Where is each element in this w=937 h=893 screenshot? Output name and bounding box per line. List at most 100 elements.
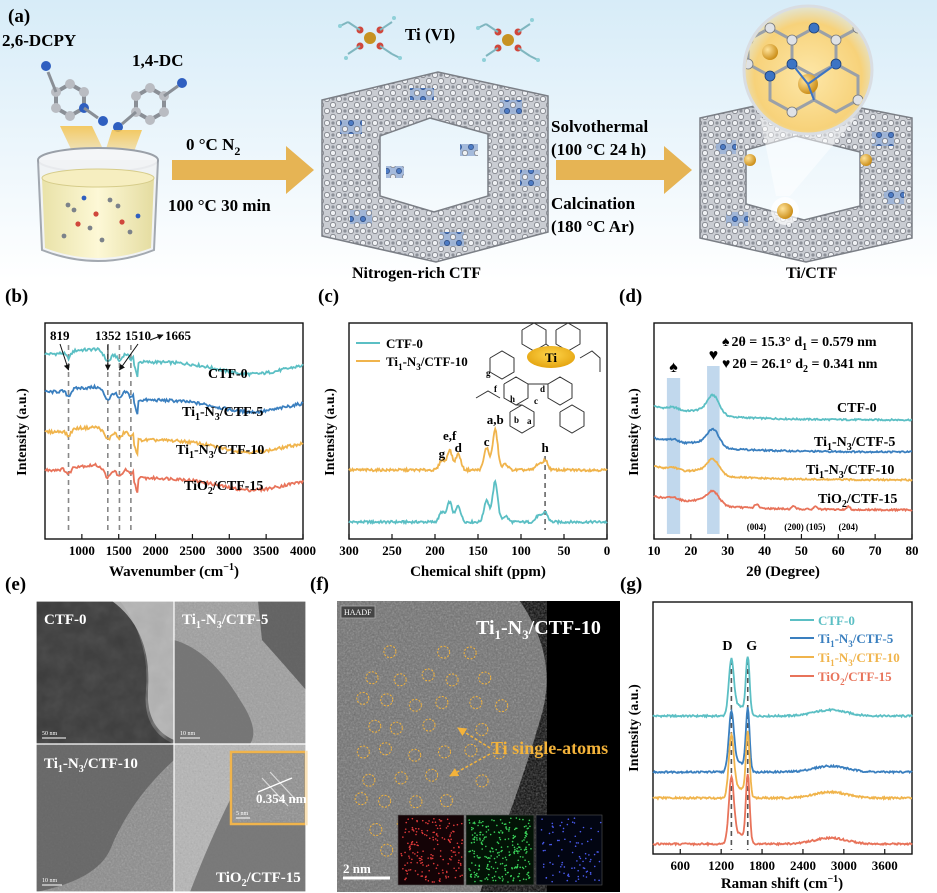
panel-d-spade-marker: ♠ — [669, 359, 678, 376]
eds-dot — [431, 881, 434, 883]
panel-c-peak-label: a,b — [487, 412, 504, 427]
panel-d-annotation-1: ♠ 2θ = 15.3° d1 = 0.579 nm — [722, 335, 877, 353]
haadf-scale-label: 2 nm — [343, 861, 371, 876]
panel-c-peak-label: g — [439, 446, 446, 461]
ti-precursor-molecule-left — [338, 16, 402, 60]
panel-g-x-tick-label: 1800 — [749, 858, 775, 873]
eds-dot — [435, 824, 437, 827]
eds-dot — [480, 841, 483, 844]
eds-dot — [446, 818, 449, 821]
panel-b: (b) 1000 1500 2000 2500 3000 3500 4000 819 1352… — [5, 286, 316, 580]
haadf-atom-marker — [368, 719, 382, 733]
panel-c-label: (c) — [318, 286, 339, 307]
eds-dot — [441, 836, 444, 839]
eds-dot — [566, 879, 569, 882]
eds-dot — [495, 848, 497, 851]
panel-c-structure-label: h — [510, 394, 515, 404]
eds-dot — [473, 871, 476, 874]
panel-c-x-tick-label: 150 — [468, 543, 488, 558]
panel-b-legend-ctf0: CTF-0 — [208, 367, 248, 382]
eds-dot — [522, 878, 525, 880]
ti-ctf-framework-illustration — [699, 95, 913, 263]
panel-g-series-line-4 — [652, 773, 913, 847]
eds-dot — [502, 878, 504, 880]
eds-dot — [560, 821, 563, 824]
eds-dot — [494, 861, 497, 864]
eds-dot — [485, 867, 488, 870]
eds-dot — [420, 875, 423, 877]
eds-dot — [479, 833, 481, 836]
panel-b-x-tick-label: 1000 — [69, 543, 95, 558]
eds-dot — [489, 833, 492, 836]
eds-dot — [501, 832, 504, 834]
eds-dot — [447, 825, 449, 827]
panel-g-legend: CTF-0 Ti1-N3/CTF-5 Ti1-N3/CTF-10 TiO2/CT… — [790, 613, 900, 687]
panel-d-hkl-label: (204) — [838, 522, 858, 532]
eds-dot — [561, 848, 563, 851]
eds-dot — [485, 856, 488, 859]
eds-dot — [435, 833, 438, 836]
eds-dot — [507, 881, 509, 883]
eds-dot — [563, 866, 566, 868]
eds-dot — [419, 857, 422, 860]
panel-g-x-axis-label: Raman shift (cm−1) — [721, 874, 843, 892]
panel-c-y-axis-label: Intensity (a.u.) — [323, 388, 338, 476]
eds-dot — [432, 862, 435, 865]
eds-dot — [520, 848, 522, 851]
eds-dot — [468, 868, 470, 870]
eds-dot — [470, 873, 473, 876]
panel-c-structure-label: c — [534, 396, 538, 406]
ti-precursor-label: Ti (VI) — [405, 25, 455, 44]
panel-c-x-ticks: 300 250 200 150 100 50 0 — [339, 534, 610, 558]
eds-dot — [501, 875, 504, 878]
eds-dot — [411, 817, 414, 820]
eds-dot — [490, 866, 493, 868]
eds-dot — [471, 849, 474, 852]
eds-dot — [513, 828, 516, 831]
panel-g-x-tick-label: 3600 — [872, 858, 898, 873]
panel-c-legend-ti10: Ti1-N3/CTF-10 — [386, 354, 468, 372]
eds-dot — [471, 828, 473, 831]
eds-dot — [486, 878, 489, 881]
panel-g-series-line-1 — [652, 656, 913, 719]
eds-dot — [504, 867, 506, 870]
eds-dot — [517, 875, 520, 878]
eds-dot — [585, 876, 588, 878]
product-nitrogen-rich-ctf-label: Nitrogen-rich CTF — [352, 265, 481, 282]
eds-dot — [460, 822, 463, 825]
panel-g-x-tick-label: 2400 — [790, 858, 816, 873]
eds-dot — [498, 836, 501, 839]
eds-dot — [474, 832, 476, 834]
scale-label-tl: 50 nm — [42, 731, 58, 737]
eds-dot — [569, 840, 571, 843]
panel-d-x-tick-label: 30 — [721, 543, 734, 558]
eds-dot — [450, 859, 452, 861]
eds-dot — [485, 845, 487, 848]
eds-dot — [586, 840, 589, 843]
eds-dot — [474, 864, 477, 867]
panel-f: (f) HAADF Ti1-N3/CTF-10 Ti single-atoms … — [310, 574, 620, 892]
eds-dot — [597, 830, 600, 833]
eds-dot — [588, 854, 590, 856]
haadf-atom-marker — [492, 746, 506, 760]
eds-dot — [542, 841, 545, 844]
haadf-atom-marker — [478, 671, 492, 685]
eds-dot — [421, 832, 424, 835]
eds-dot — [436, 839, 439, 842]
eds-dot — [447, 876, 450, 878]
eds-dot — [514, 848, 516, 851]
panel-a: (a) 2,6-DCPY 1,4-DC — [0, 0, 937, 282]
eds-maps — [397, 814, 603, 886]
eds-dot — [487, 857, 489, 860]
haadf-atom-marker — [475, 722, 489, 736]
eds-dot — [528, 877, 530, 879]
eds-dot — [419, 859, 421, 862]
eds-dot — [428, 837, 431, 840]
ti-single-atoms-annotation: Ti single-atoms — [491, 738, 608, 758]
eds-dot — [454, 876, 457, 879]
panel-b-x-tick-label: 3500 — [253, 543, 279, 558]
panel-c-x-tick-label: 50 — [558, 543, 571, 558]
eds-dot — [518, 818, 521, 821]
panel-d-series-line-1 — [653, 393, 913, 423]
